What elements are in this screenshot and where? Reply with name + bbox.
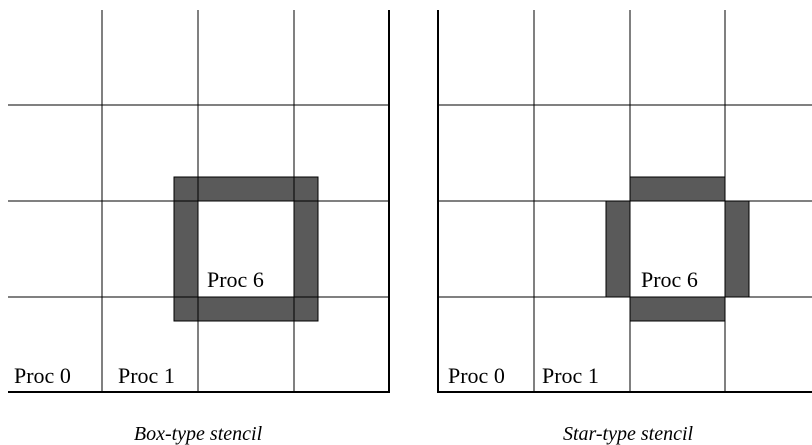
star-stencil-halo — [605, 176, 750, 322]
halo-right-strip — [724, 200, 750, 298]
box-stencil-caption: Box-type stencil — [134, 423, 263, 445]
halo-right-strip — [293, 200, 319, 298]
proc-6-label: Proc 6 — [207, 267, 264, 292]
halo-top-strip — [173, 176, 319, 202]
processor-grid — [8, 10, 390, 393]
halo-top-strip — [629, 176, 726, 202]
star-stencil-caption: Star-type stencil — [563, 423, 694, 445]
box-stencil-panel: Proc 0 Proc 1 Proc 6 Box-type stencil — [8, 10, 390, 445]
proc-1-label: Proc 1 — [118, 363, 175, 388]
halo-left-strip — [605, 200, 631, 298]
star-stencil-panel: Proc 0 Proc 1 Proc 6 Star-type stencil — [437, 10, 812, 445]
proc-0-label: Proc 0 — [448, 363, 505, 388]
proc-6-label: Proc 6 — [641, 267, 698, 292]
proc-1-label: Proc 1 — [542, 363, 599, 388]
halo-bottom-strip — [629, 296, 726, 322]
proc-0-label: Proc 0 — [14, 363, 71, 388]
box-stencil-halo — [173, 176, 319, 322]
halo-bottom-strip — [173, 296, 319, 322]
halo-left-strip — [173, 200, 199, 298]
processor-grid — [437, 10, 812, 393]
